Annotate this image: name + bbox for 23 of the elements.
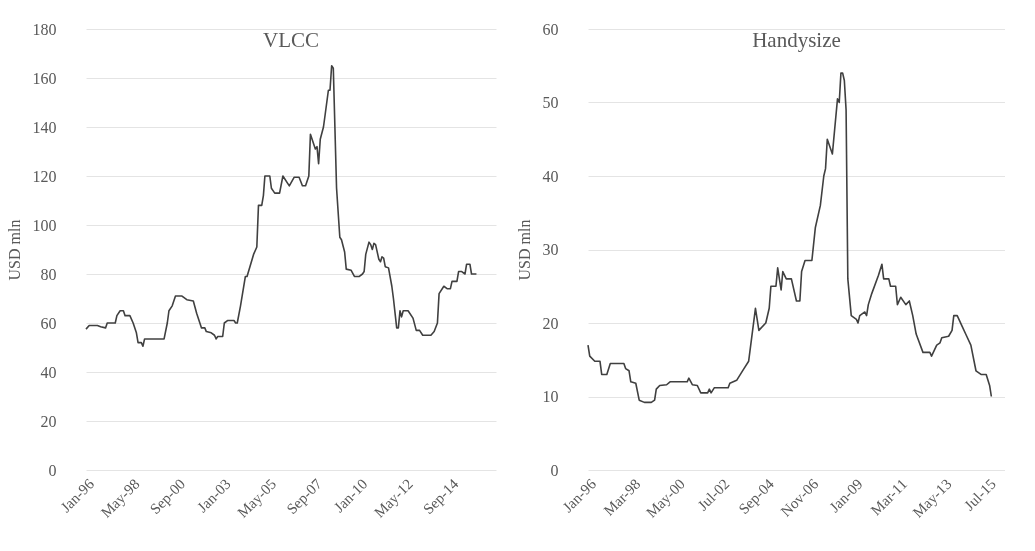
- y-tick-label: 100: [32, 216, 57, 234]
- y-tick-label: 10: [542, 388, 559, 405]
- line-series: [587, 72, 993, 404]
- y-tick-label: 40: [40, 363, 57, 381]
- y-tick-label: 60: [542, 20, 559, 38]
- chart-title: VLCC: [262, 28, 320, 52]
- chart-title: Handysize: [752, 28, 841, 52]
- y-tick-label: 0: [48, 461, 57, 479]
- y-tick-label: 120: [32, 167, 57, 185]
- y-tick-label: 40: [542, 167, 559, 185]
- y-tick-label: 20: [542, 314, 559, 332]
- y-axis-title: USD mln: [515, 219, 533, 281]
- y-tick-label: 60: [40, 314, 57, 332]
- y-axis-title: USD mln: [5, 219, 23, 281]
- y-tick-label: 180: [32, 20, 57, 38]
- y-tick-label: 160: [32, 69, 57, 87]
- y-tick-label: 80: [40, 265, 57, 283]
- line-series: [85, 64, 478, 348]
- y-tick-label: 50: [542, 94, 559, 111]
- y-tick-label: 30: [542, 241, 559, 258]
- y-tick-label: 20: [40, 412, 57, 430]
- y-tick-label: 0: [550, 461, 559, 479]
- y-tick-label: 140: [32, 118, 57, 136]
